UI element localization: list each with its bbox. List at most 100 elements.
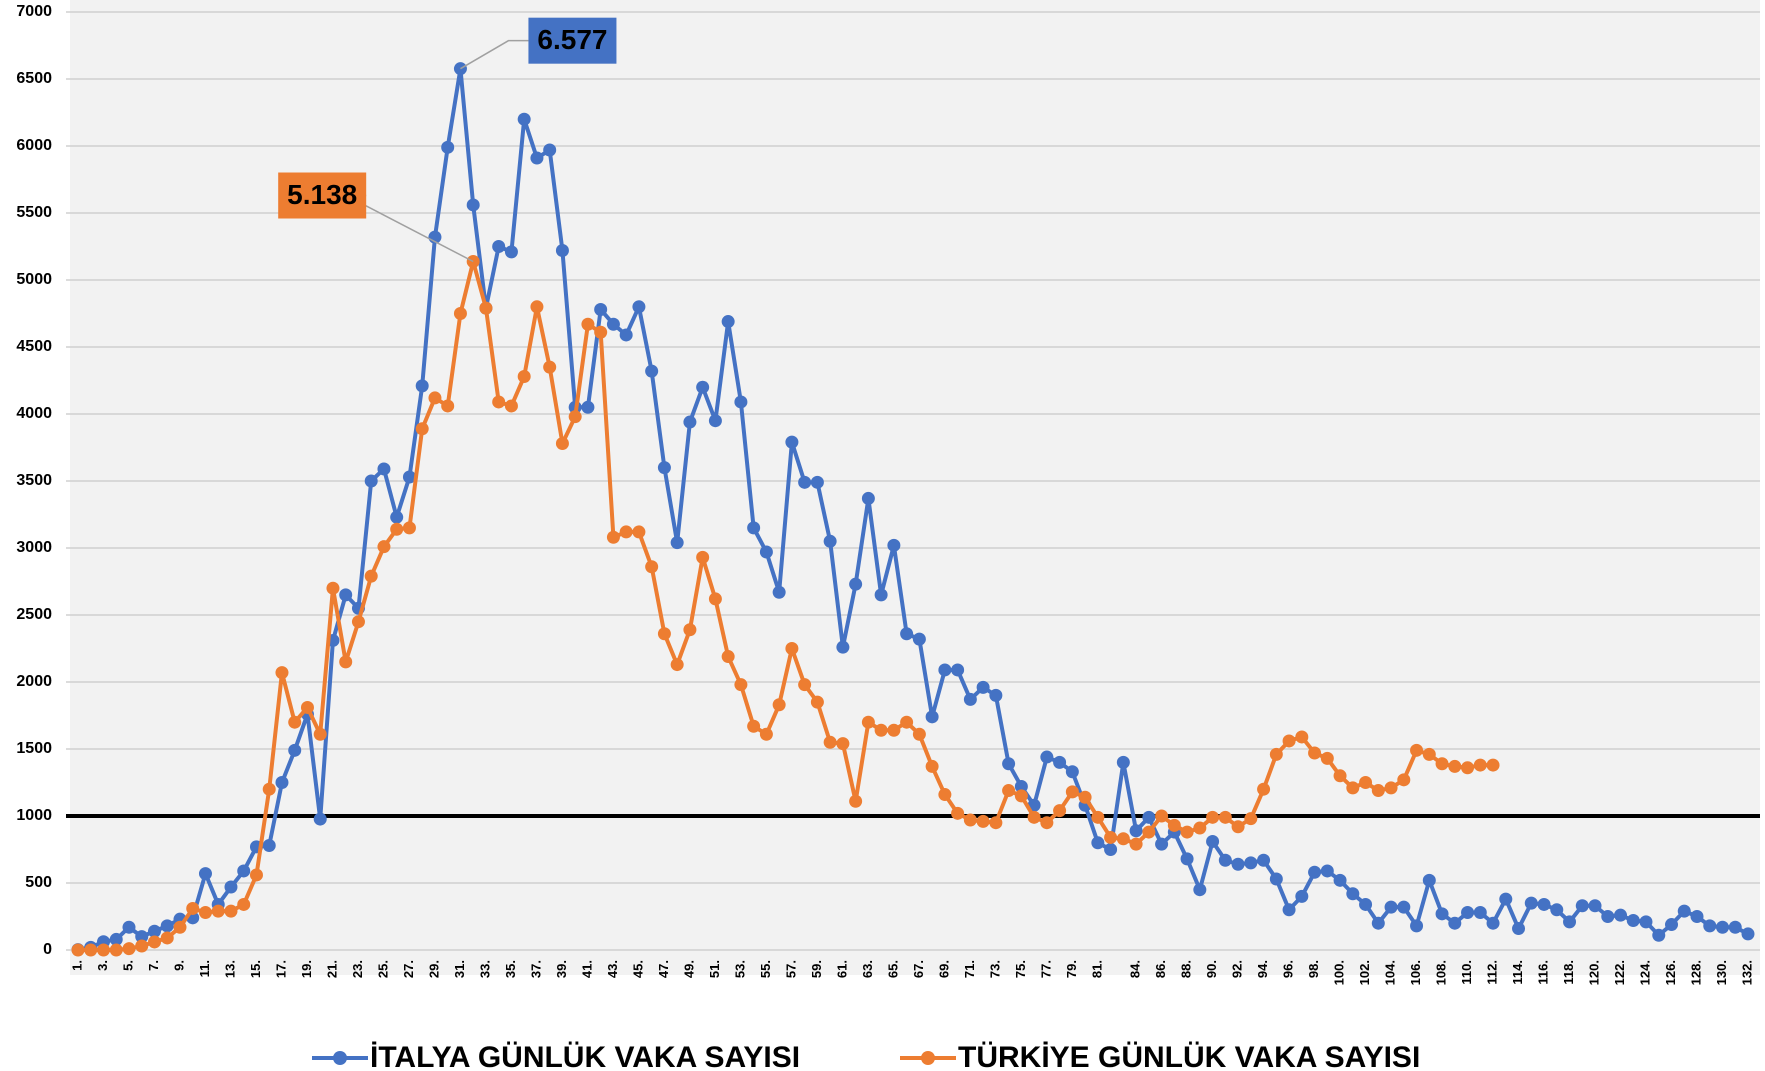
x-tick-label: 5.: [120, 960, 135, 971]
data-point: [594, 325, 608, 339]
x-tick-label: 88.: [1179, 960, 1194, 978]
data-point: [198, 867, 212, 881]
data-point: [696, 550, 710, 564]
x-tick-label: 110.: [1459, 960, 1474, 985]
x-tick-label: 126.: [1663, 960, 1678, 985]
data-point: [173, 920, 187, 934]
data-point: [1690, 910, 1704, 923]
data-point: [1116, 832, 1130, 846]
data-point: [1091, 836, 1105, 850]
x-tick-label: 57.: [783, 960, 798, 978]
data-point: [1588, 899, 1602, 913]
data-point: [1308, 746, 1322, 760]
data-point: [364, 474, 378, 488]
data-point: [976, 680, 990, 694]
data-point: [1269, 872, 1283, 886]
data-point: [938, 663, 952, 677]
data-point: [734, 678, 748, 692]
data-point: [1180, 825, 1194, 839]
data-point: [1741, 927, 1755, 941]
data-point: [1053, 804, 1067, 818]
data-point: [530, 151, 544, 165]
y-tick-label: 7000: [16, 3, 52, 20]
annotation-leader: [460, 39, 529, 70]
data-point: [581, 400, 595, 414]
x-tick-label: 19.: [299, 960, 314, 978]
data-point: [1142, 810, 1156, 824]
x-tick-label: 17.: [273, 960, 288, 978]
x-tick-label: 51.: [707, 960, 722, 978]
data-point: [530, 300, 544, 314]
x-tick-label: 59.: [809, 960, 824, 978]
series-line: [78, 259, 1494, 952]
data-point: [632, 300, 646, 314]
y-tick-label: 6000: [16, 137, 52, 154]
data-point: [861, 491, 875, 505]
x-tick-label: 7.: [146, 960, 161, 971]
x-tick-label: 79.: [1064, 960, 1079, 978]
data-point: [122, 920, 136, 934]
x-tick-label: 31.: [452, 960, 467, 978]
data-point: [670, 658, 684, 672]
data-point: [1193, 883, 1207, 897]
data-point: [1371, 916, 1385, 930]
x-tick-label: 43.: [605, 960, 620, 978]
data-point: [1282, 903, 1296, 917]
x-tick-label: 116.: [1535, 960, 1550, 985]
data-point: [224, 904, 238, 918]
data-point: [1167, 818, 1181, 832]
data-point: [1461, 761, 1475, 775]
annotation-label: 5.138: [287, 179, 357, 210]
data-point: [785, 642, 799, 655]
data-point: [900, 715, 914, 729]
data-point: [1129, 837, 1143, 851]
data-point: [1563, 915, 1577, 929]
x-tick-label: 47.: [656, 960, 671, 978]
annotation-box: [278, 172, 367, 219]
y-tick-label: 4500: [16, 338, 52, 355]
data-point: [237, 897, 251, 911]
data-point: [1104, 830, 1118, 844]
x-tick-label: 128.: [1688, 960, 1703, 985]
x-tick-label: 23.: [350, 960, 365, 978]
x-tick-label: 112.: [1484, 960, 1499, 985]
y-tick-label: 3000: [16, 539, 52, 556]
data-point: [555, 436, 569, 450]
data-point: [657, 627, 671, 641]
data-point: [1652, 928, 1666, 942]
y-tick-label: 3500: [16, 472, 52, 489]
data-point: [1078, 790, 1092, 804]
data-point: [1244, 856, 1258, 870]
data-point: [122, 942, 136, 956]
data-point: [1728, 920, 1742, 934]
data-point: [1308, 865, 1322, 879]
data-point: [275, 776, 289, 789]
data-point: [390, 510, 404, 524]
y-tick-label: 2500: [16, 606, 52, 623]
y-tick-label: 5500: [16, 204, 52, 221]
data-point: [492, 240, 506, 253]
data-point: [1014, 780, 1028, 794]
data-point: [1065, 765, 1079, 779]
x-tick-label: 81.: [1089, 960, 1104, 978]
x-tick-label: 108.: [1433, 960, 1448, 985]
x-tick-label: 39.: [554, 960, 569, 978]
data-point: [861, 715, 875, 729]
data-point: [798, 475, 812, 489]
data-point: [1257, 853, 1271, 867]
data-point: [1435, 907, 1449, 921]
data-point: [1027, 810, 1041, 824]
data-point: [504, 245, 518, 259]
data-point: [581, 317, 595, 331]
data-point: [568, 410, 582, 424]
legend-label: TÜRKİYE GÜNLÜK VAKA SAYISI: [958, 1041, 1420, 1071]
x-tick-label: 84.: [1128, 960, 1143, 978]
data-point: [1486, 758, 1500, 772]
data-point: [759, 727, 773, 741]
data-point: [1410, 743, 1424, 757]
data-point: [836, 737, 850, 751]
data-point: [823, 735, 837, 749]
data-point: [1040, 816, 1054, 830]
x-tick-label: 118.: [1561, 960, 1576, 985]
data-point: [109, 932, 123, 946]
